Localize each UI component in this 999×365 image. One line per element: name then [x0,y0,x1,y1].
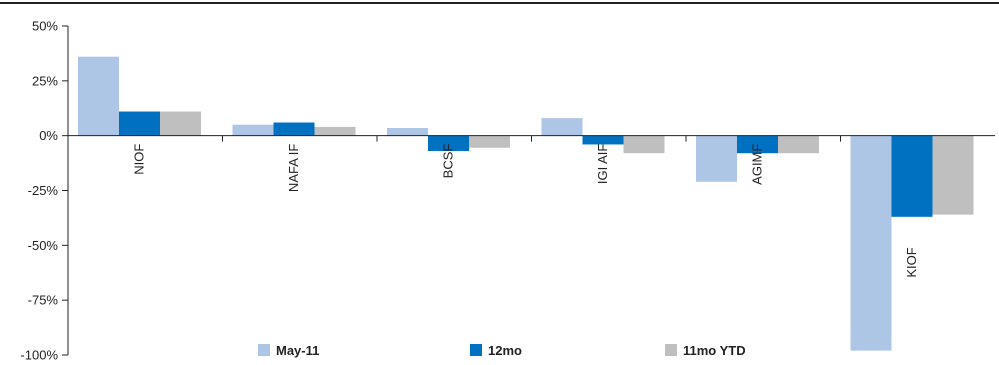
legend-swatch [258,344,270,356]
legend-swatch [470,344,482,356]
legend-label: May-11 [276,343,319,358]
legend-label: 12mo [488,343,522,358]
legend: May-11 12mo 11mo YTD [258,343,746,358]
bar-12mo-kiof [891,135,933,217]
bar-11mo-ytd-kiof [932,135,974,215]
x-axis-category-ticks [222,135,841,142]
legend-label: 11mo YTD [683,343,746,358]
category-label: KIOF [904,247,919,277]
bar-12mo-nafa-if [273,122,315,136]
bar-11mo-ytd-igi-aif [623,135,665,154]
category-label: NIOF [132,144,147,175]
category-label: AGIMF [750,144,765,185]
category-label: BCSF [441,144,456,179]
y-tick-label: -25% [28,183,59,198]
bar-11mo-ytd-niof [160,111,201,136]
bar-may-11-nafa-if [232,124,274,136]
legend-swatch [665,344,677,356]
bar-may-11-bcsf [387,127,428,136]
bar-11mo-ytd-bcsf [469,135,510,148]
bar-may-11-kiof [850,135,892,351]
bar-11mo-ytd-agimf [778,135,819,154]
y-tick-label: -50% [28,238,59,253]
y-tick-label: -100% [20,348,58,363]
bar-12mo-igi-aif [582,135,624,145]
bar-11mo-ytd-nafa-if [314,126,356,136]
category-label: NAFA IF [286,144,301,192]
y-tick-label: -75% [28,293,59,308]
y-axis-ticks: 50% 25% 0% -25% -50% -75% -100% [20,19,68,363]
y-tick-label: 50% [32,19,58,34]
bar-12mo-agimf [737,135,778,154]
y-tick-label: 25% [32,73,58,88]
y-tick-label: 0% [39,128,58,143]
bar-may-11-igi-aif [541,118,583,136]
category-labels: NIOF NAFA IF BCSF IGI AIF AGIMF KIOF [132,144,920,278]
bar-12mo-bcsf [428,135,469,152]
bars [78,56,974,351]
bar-may-11-agimf [696,135,737,182]
bar-may-11-niof [78,56,119,136]
bar-12mo-niof [119,111,160,136]
category-label: IGI AIF [595,144,610,185]
